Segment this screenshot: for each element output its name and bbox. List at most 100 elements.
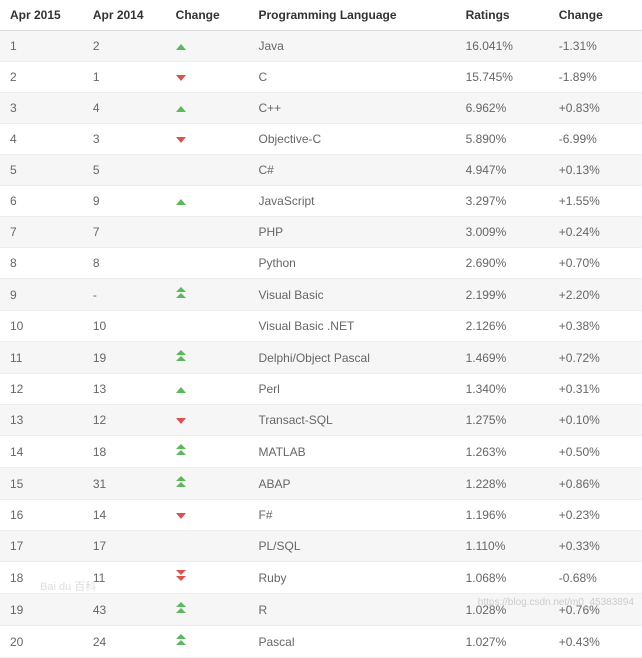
cell-language: MATLAB [248,436,455,468]
cell-change-pct: +0.24% [549,217,642,248]
cell-apr2015: 2 [0,62,83,93]
cell-apr2015: 19 [0,594,83,626]
table-row: 77PHP3.009%+0.24% [0,217,642,248]
cell-ratings: 1.275% [456,405,549,436]
cell-ratings: 2.126% [456,311,549,342]
cell-change-pct: +0.10% [549,405,642,436]
cell-apr2015: 1 [0,31,83,62]
cell-apr2014: 9 [83,186,166,217]
table-body: 12Java16.041%-1.31%21C15.745%-1.89%34C++… [0,31,642,658]
table-row: 1312Transact-SQL1.275%+0.10% [0,405,642,436]
cell-change-pct: +0.23% [549,500,642,531]
cell-change-icon [166,155,249,186]
cell-language: Java [248,31,455,62]
cell-language: JavaScript [248,186,455,217]
cell-apr2015: 18 [0,562,83,594]
table-row: 69JavaScript3.297%+1.55% [0,186,642,217]
cell-change-icon [166,405,249,436]
table-row: 21C15.745%-1.89% [0,62,642,93]
double-chevron-up-icon [176,350,186,362]
chevron-down-icon [176,418,186,424]
double-chevron-up-icon [176,634,186,646]
cell-change-icon [166,500,249,531]
chevron-up-icon [176,199,186,205]
cell-apr2014: 2 [83,31,166,62]
cell-change-icon [166,93,249,124]
cell-change-pct: +0.86% [549,468,642,500]
cell-language: Objective-C [248,124,455,155]
cell-ratings: 3.009% [456,217,549,248]
cell-apr2014: 17 [83,531,166,562]
cell-apr2015: 8 [0,248,83,279]
cell-ratings: 2.199% [456,279,549,311]
cell-apr2014: 10 [83,311,166,342]
cell-change-icon [166,531,249,562]
chevron-down-icon [176,75,186,81]
table-row: 1811Ruby1.068%-0.68% [0,562,642,594]
cell-ratings: 15.745% [456,62,549,93]
cell-ratings: 1.110% [456,531,549,562]
col-header-change-icon: Change [166,0,249,31]
cell-apr2015: 4 [0,124,83,155]
cell-apr2015: 6 [0,186,83,217]
col-header-apr2015: Apr 2015 [0,0,83,31]
col-header-apr2014: Apr 2014 [83,0,166,31]
cell-apr2015: 17 [0,531,83,562]
chevron-up-icon [176,106,186,112]
cell-change-icon [166,594,249,626]
cell-apr2015: 16 [0,500,83,531]
cell-apr2014: 43 [83,594,166,626]
cell-ratings: 2.690% [456,248,549,279]
table-row: 2024Pascal1.027%+0.43% [0,626,642,658]
cell-apr2015: 12 [0,374,83,405]
cell-language: Ruby [248,562,455,594]
table-row: 1531ABAP1.228%+0.86% [0,468,642,500]
cell-ratings: 1.469% [456,342,549,374]
table-row: 1010Visual Basic .NET2.126%+0.38% [0,311,642,342]
cell-apr2014: 31 [83,468,166,500]
cell-change-pct: +0.76% [549,594,642,626]
cell-language: PHP [248,217,455,248]
cell-change-icon [166,279,249,311]
cell-language: C# [248,155,455,186]
table-row: 1717PL/SQL1.110%+0.33% [0,531,642,562]
cell-change-icon [166,374,249,405]
cell-ratings: 4.947% [456,155,549,186]
cell-change-icon [166,217,249,248]
table-row: 9-Visual Basic2.199%+2.20% [0,279,642,311]
cell-apr2015: 7 [0,217,83,248]
cell-apr2015: 5 [0,155,83,186]
cell-language: C++ [248,93,455,124]
table-row: 12Java16.041%-1.31% [0,31,642,62]
double-chevron-up-icon [176,287,186,299]
cell-change-pct: -6.99% [549,124,642,155]
col-header-change-pct: Change [549,0,642,31]
cell-change-pct: +0.31% [549,374,642,405]
chevron-down-icon [176,137,186,143]
cell-change-pct: +0.33% [549,531,642,562]
chevron-down-icon [176,513,186,519]
cell-change-pct: -1.31% [549,31,642,62]
table-row: 1119Delphi/Object Pascal1.469%+0.72% [0,342,642,374]
cell-change-pct: +0.72% [549,342,642,374]
table-row: 34C++6.962%+0.83% [0,93,642,124]
cell-language: Delphi/Object Pascal [248,342,455,374]
cell-apr2015: 10 [0,311,83,342]
cell-language: Visual Basic .NET [248,311,455,342]
cell-ratings: 1.027% [456,626,549,658]
cell-change-icon [166,342,249,374]
cell-change-pct: +2.20% [549,279,642,311]
cell-apr2014: 12 [83,405,166,436]
cell-ratings: 1.263% [456,436,549,468]
cell-language: R [248,594,455,626]
cell-change-icon [166,562,249,594]
cell-apr2015: 14 [0,436,83,468]
cell-ratings: 5.890% [456,124,549,155]
cell-language: Pascal [248,626,455,658]
cell-change-icon [166,186,249,217]
table-row: 55C#4.947%+0.13% [0,155,642,186]
cell-apr2014: 19 [83,342,166,374]
cell-change-pct: +1.55% [549,186,642,217]
cell-apr2014: 4 [83,93,166,124]
cell-apr2014: 3 [83,124,166,155]
